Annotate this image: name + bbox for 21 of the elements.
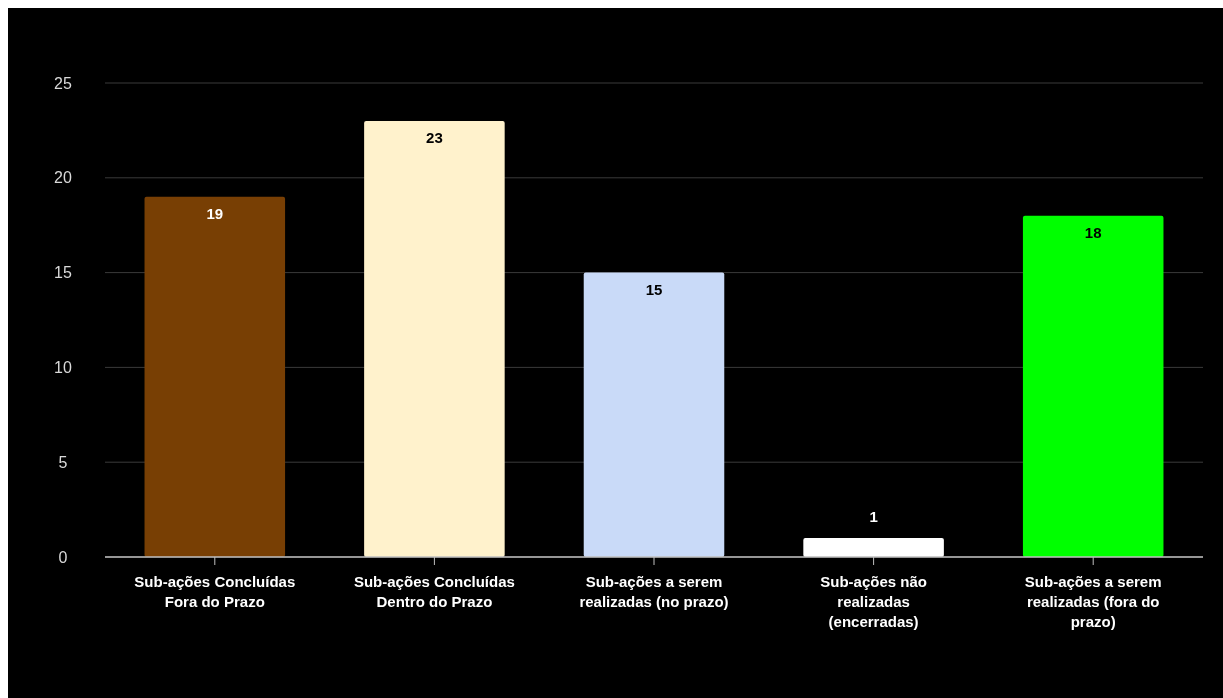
data-label: 1: [869, 508, 878, 526]
x-tick-label: Sub-ações Concluídas Dentro do Prazo: [353, 573, 515, 610]
x-tick-label: Sub-ações não realizadas (encerradas): [820, 573, 927, 630]
y-tick-label: 20: [54, 169, 72, 187]
y-tick-label: 5: [58, 453, 68, 471]
data-label: 15: [645, 280, 663, 298]
y-tick-label: 0: [58, 548, 68, 566]
y-tick-label: 15: [54, 264, 72, 282]
bar: [803, 538, 944, 557]
x-tick-label: Sub-ações a serem realizadas (no prazo): [579, 573, 729, 610]
bar: [364, 120, 505, 557]
data-label: 18: [1084, 223, 1102, 241]
y-tick-label: 10: [54, 359, 72, 376]
y-tick-label: 25: [54, 74, 72, 92]
x-tick-label: Sub-ações a serem realizadas (fora do prazo): [1024, 573, 1162, 630]
data-label: 23: [426, 128, 443, 146]
x-tick-label: Sub-ações Concluídas Fora do Prazo: [134, 573, 296, 610]
bar: [583, 272, 725, 557]
bar: [1022, 215, 1164, 557]
bar: [144, 196, 286, 557]
data-label: 19: [206, 204, 224, 222]
